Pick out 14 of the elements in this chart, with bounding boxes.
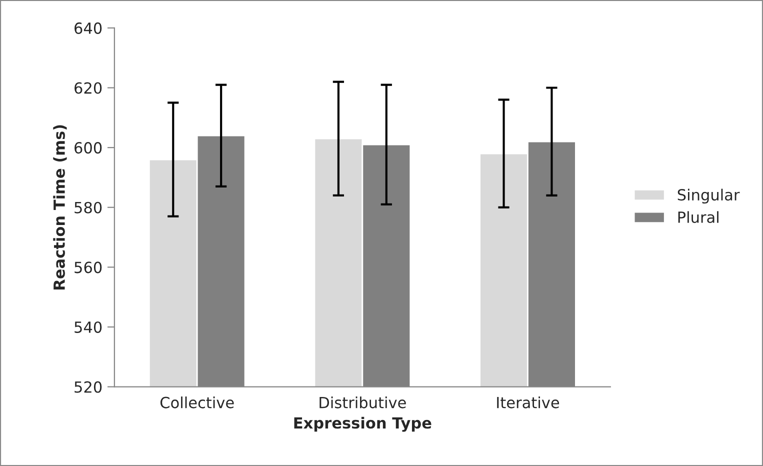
y-axis-title: Reaction Time (ms) [53,125,67,290]
y-tick-label: 580 [74,202,102,214]
x-tick-label: Distributive [320,396,406,408]
x-tick-label: Collective [160,396,234,408]
y-tick-label: 620 [74,82,102,94]
y-tick-label: 640 [74,22,102,34]
x-axis-title: Expression Type [294,416,432,432]
y-tick-label: 600 [74,142,102,154]
legend-label: Plural [678,211,718,224]
x-tick-label: Iterative [497,396,560,408]
y-tick-label: 540 [74,321,102,333]
y-tick-label: 520 [74,381,102,393]
legend-label: Singular [678,188,740,204]
y-tick-label: 560 [74,262,102,274]
